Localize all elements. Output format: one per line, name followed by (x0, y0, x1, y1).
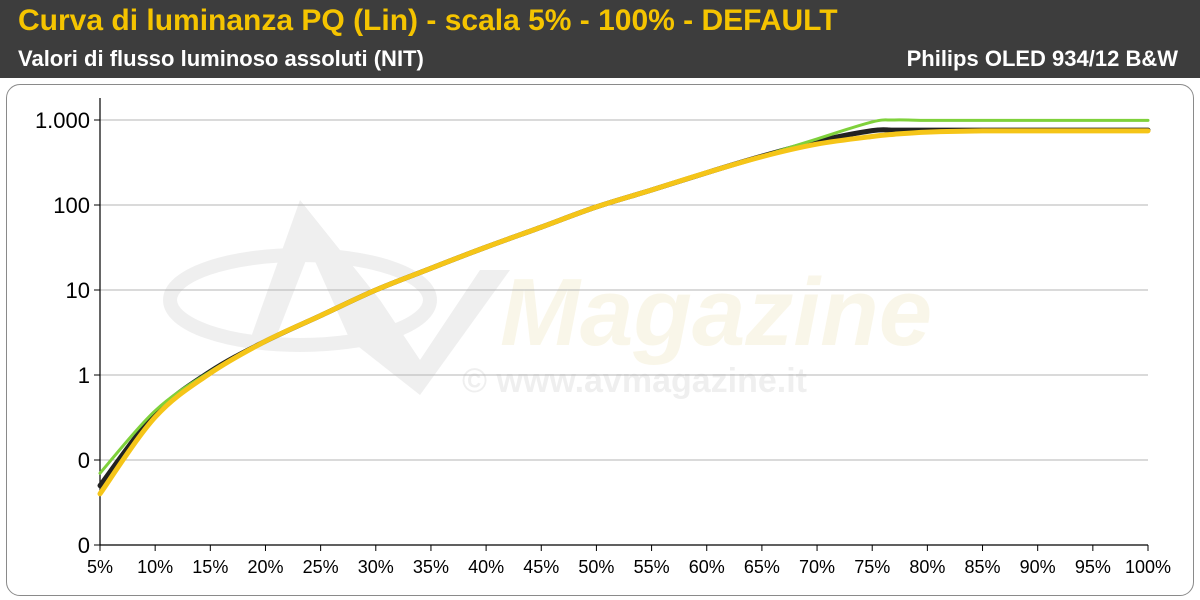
y-tick-label: 0 (78, 448, 90, 473)
x-tick-label: 100% (1125, 557, 1171, 577)
chart-header: Curva di luminanza PQ (Lin) - scala 5% -… (0, 0, 1200, 78)
x-tick-label: 5% (87, 557, 113, 577)
x-tick-label: 55% (634, 557, 670, 577)
y-tick-label: 0 (78, 533, 90, 558)
y-tick-label: 100 (53, 193, 90, 218)
x-tick-label: 40% (468, 557, 504, 577)
y-axis-tick-labels: 0 0 1 10 100 1.000 (35, 108, 90, 558)
axes (94, 98, 1149, 551)
x-tick-label: 80% (909, 557, 945, 577)
chart-panel (6, 84, 1194, 596)
x-tick-label: 30% (358, 557, 394, 577)
x-tick-label: 10% (137, 557, 173, 577)
chart-title: Curva di luminanza PQ (Lin) - scala 5% -… (18, 4, 838, 37)
chart-subtitle: Valori di flusso luminoso assoluti (NIT) (18, 46, 424, 71)
watermark-url: © www.avmagazine.it (462, 362, 807, 400)
x-tick-label: 90% (1020, 557, 1056, 577)
watermark-logo-icon (250, 200, 510, 395)
series-line-yellow (97, 128, 1151, 497)
x-tick-label: 85% (965, 557, 1001, 577)
watermark: Magazine © www.avmagazine.it (163, 200, 932, 400)
x-tick-label: 35% (413, 557, 449, 577)
watermark-swoosh-icon (163, 248, 437, 352)
y-tick-label: 10 (66, 278, 90, 303)
x-tick-label: 95% (1075, 557, 1111, 577)
y-tick-label: 1.000 (35, 108, 90, 133)
y-tick-label: 1 (78, 363, 90, 388)
x-tick-label: 45% (523, 557, 559, 577)
grid (100, 119, 1148, 461)
series-lines (97, 118, 1151, 497)
x-tick-label: 75% (854, 557, 890, 577)
device-model-label: Philips OLED 934/12 B&W (906, 46, 1178, 71)
x-tick-label: 60% (689, 557, 725, 577)
watermark-logo-text: Magazine (500, 259, 932, 366)
x-tick-label: 50% (578, 557, 614, 577)
x-tick-label: 25% (303, 557, 339, 577)
x-tick-label: 70% (799, 557, 835, 577)
x-tick-label: 15% (192, 557, 228, 577)
x-tick-label: 65% (744, 557, 780, 577)
x-tick-label: 20% (247, 557, 283, 577)
x-axis-tick-labels: 5% 10% 15% 20% 25% 30% 35% 40% 45% 50% 55% 60% 65% 70… (87, 557, 1171, 577)
